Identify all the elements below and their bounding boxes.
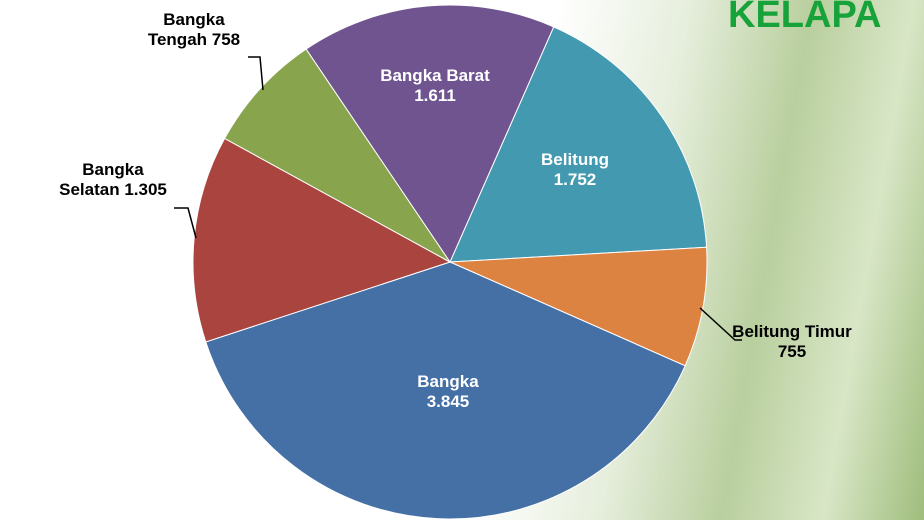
category-label: Bangka [370, 372, 526, 392]
value-label: 1.752 [505, 170, 645, 190]
value-label: 758 [212, 30, 240, 49]
chart-title: KELAPA [728, 0, 881, 37]
category-label: Belitung Timur [732, 322, 852, 341]
category-label: Belitung [505, 150, 645, 170]
slice-label: Bangka Tengah 758 [140, 10, 248, 50]
slice-label: Belitung Timur 755 [730, 322, 854, 362]
leader-line [174, 208, 196, 238]
value-label: 1.305 [124, 180, 167, 199]
slice-label: Bangka Selatan 1.305 [54, 160, 172, 200]
leader-line [248, 57, 263, 90]
value-label: 3.845 [370, 392, 526, 412]
category-label: Bangka Barat [345, 66, 525, 86]
value-label: 755 [778, 342, 806, 361]
page: KELAPA Belitung1.752 Belitung Timur 755 Ba… [0, 0, 924, 520]
value-label: 1.611 [345, 86, 525, 106]
